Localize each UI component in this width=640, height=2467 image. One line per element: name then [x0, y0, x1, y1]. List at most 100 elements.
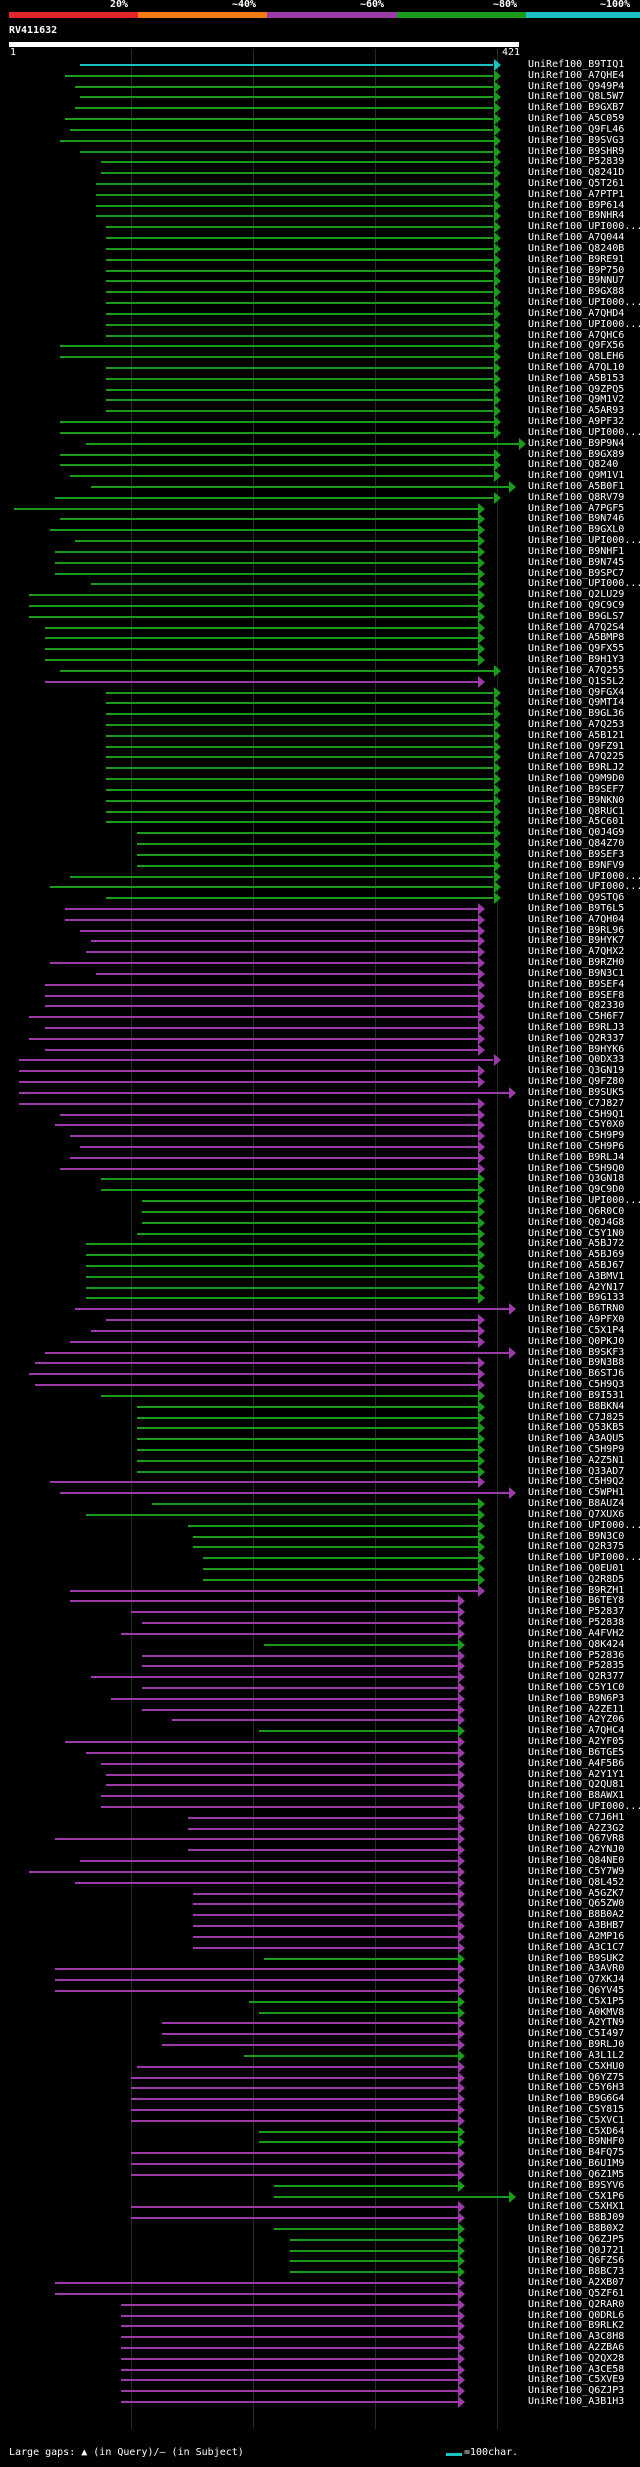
hit-label[interactable]: UniRef100_Q3GN18: [528, 1173, 625, 1184]
hit-label[interactable]: UniRef100_Q6YV45: [528, 1985, 625, 1996]
hit-label[interactable]: UniRef100_B9RE91: [528, 254, 625, 265]
hit-label[interactable]: UniRef100_B9GXL0: [528, 524, 625, 535]
hit-label[interactable]: UniRef100_A7QHC4: [528, 1725, 625, 1736]
hit-label[interactable]: UniRef100_Q8L5W7: [528, 91, 625, 102]
hit-label[interactable]: UniRef100_Q0J721: [528, 2245, 625, 2256]
hit-label[interactable]: UniRef100_UPI000...: [528, 297, 640, 308]
hit-label[interactable]: UniRef100_B9SEF4: [528, 979, 625, 990]
hit-label[interactable]: UniRef100_A0KMV8: [528, 2007, 625, 2018]
hit-label[interactable]: UniRef100_B9RZH1: [528, 1585, 625, 1596]
hit-label[interactable]: UniRef100_A5B153: [528, 373, 625, 384]
hit-label[interactable]: UniRef100_C5H9P9: [528, 1130, 625, 1141]
hit-label[interactable]: UniRef100_Q8241D: [528, 167, 625, 178]
hit-label[interactable]: UniRef100_UPI000...: [528, 221, 640, 232]
hit-label[interactable]: UniRef100_A2Y1Y1: [528, 1769, 625, 1780]
hit-label[interactable]: UniRef100_A7QHE4: [528, 70, 625, 81]
hit-label[interactable]: UniRef100_C5Y1N0: [528, 1228, 625, 1239]
hit-label[interactable]: UniRef100_A5BJ72: [528, 1238, 625, 1249]
hit-label[interactable]: UniRef100_P52838: [528, 1617, 625, 1628]
hit-label[interactable]: UniRef100_B6STJ6: [528, 1368, 625, 1379]
hit-label[interactable]: UniRef100_A3CE58: [528, 2364, 625, 2375]
hit-label[interactable]: UniRef100_UPI000...: [528, 535, 640, 546]
hit-label[interactable]: UniRef100_Q2R337: [528, 1033, 625, 1044]
hit-label[interactable]: UniRef100_C5H9Q1: [528, 1109, 625, 1120]
hit-label[interactable]: UniRef100_A9PF32: [528, 416, 625, 427]
hit-label[interactable]: UniRef100_B9N3C0: [528, 1531, 625, 1542]
hit-label[interactable]: UniRef100_Q6Z1M5: [528, 2169, 625, 2180]
hit-label[interactable]: UniRef100_C7J6H1: [528, 1812, 625, 1823]
hit-label[interactable]: UniRef100_Q949P4: [528, 81, 625, 92]
hit-label[interactable]: UniRef100_A2YTN9: [528, 2017, 625, 2028]
hit-label[interactable]: UniRef100_B6TGE5: [528, 1747, 625, 1758]
hit-label[interactable]: UniRef100_C5XVE9: [528, 2374, 625, 2385]
hit-label[interactable]: UniRef100_B8AUZ4: [528, 1498, 625, 1509]
hit-label[interactable]: UniRef100_B9RLJ0: [528, 2039, 625, 2050]
hit-label[interactable]: UniRef100_Q8L452: [528, 1877, 625, 1888]
hit-label[interactable]: UniRef100_Q9STQ6: [528, 892, 625, 903]
hit-label[interactable]: UniRef100_UPI000...: [528, 1552, 640, 1563]
hit-label[interactable]: UniRef100_A7Q253: [528, 719, 625, 730]
hit-label[interactable]: UniRef100_B9RLJ3: [528, 1022, 625, 1033]
hit-label[interactable]: UniRef100_B9H1Y3: [528, 654, 625, 665]
hit-label[interactable]: UniRef100_A7Q2S4: [528, 622, 625, 633]
hit-label[interactable]: UniRef100_C5I497: [528, 2028, 625, 2039]
hit-label[interactable]: UniRef100_Q0DRL6: [528, 2310, 625, 2321]
hit-label[interactable]: UniRef100_Q9M1V2: [528, 394, 625, 405]
hit-label[interactable]: UniRef100_C5Y1C0: [528, 1682, 625, 1693]
hit-label[interactable]: UniRef100_Q7XUX6: [528, 1509, 625, 1520]
hit-label[interactable]: UniRef100_A3AQU5: [528, 1433, 625, 1444]
hit-label[interactable]: UniRef100_C5X1P4: [528, 1325, 625, 1336]
hit-label[interactable]: UniRef100_B9N6P3: [528, 1693, 625, 1704]
hit-label[interactable]: UniRef100_Q9C9C9: [528, 600, 625, 611]
hit-label[interactable]: UniRef100_Q2R375: [528, 1541, 625, 1552]
hit-label[interactable]: UniRef100_A3C1C7: [528, 1942, 625, 1953]
hit-label[interactable]: UniRef100_B9RLJ4: [528, 1152, 625, 1163]
hit-label[interactable]: UniRef100_Q84Z70: [528, 838, 625, 849]
hit-label[interactable]: UniRef100_A7QHD4: [528, 308, 625, 319]
hit-label[interactable]: UniRef100_B4FQ75: [528, 2147, 625, 2158]
hit-label[interactable]: UniRef100_Q8RUC1: [528, 806, 625, 817]
hit-label[interactable]: UniRef100_A7PTP1: [528, 189, 625, 200]
hit-label[interactable]: UniRef100_A7Q044: [528, 232, 625, 243]
hit-label[interactable]: UniRef100_A3BHB7: [528, 1920, 625, 1931]
hit-label[interactable]: UniRef100_C5H9Q0: [528, 1163, 625, 1174]
hit-label[interactable]: UniRef100_B9SUK2: [528, 1953, 625, 1964]
hit-label[interactable]: UniRef100_Q9FZ80: [528, 1076, 625, 1087]
hit-label[interactable]: UniRef100_A3BMV1: [528, 1271, 625, 1282]
hit-label[interactable]: UniRef100_A7QHX2: [528, 946, 625, 957]
hit-label[interactable]: UniRef100_Q3GN19: [528, 1065, 625, 1076]
hit-label[interactable]: UniRef100_UPI000...: [528, 1801, 640, 1812]
hit-label[interactable]: UniRef100_B9SEF8: [528, 990, 625, 1001]
hit-label[interactable]: UniRef100_A2Z3G2: [528, 1823, 625, 1834]
hit-label[interactable]: UniRef100_Q1S5L2: [528, 676, 625, 687]
hit-label[interactable]: UniRef100_A3B1H3: [528, 2396, 625, 2407]
hit-label[interactable]: UniRef100_B9TIQ1: [528, 59, 625, 70]
hit-label[interactable]: UniRef100_UPI000...: [528, 881, 640, 892]
hit-label[interactable]: UniRef100_A2ZE11: [528, 1704, 625, 1715]
hit-label[interactable]: UniRef100_B9NHF0: [528, 2136, 625, 2147]
hit-label[interactable]: UniRef100_Q9FGX4: [528, 687, 625, 698]
hit-label[interactable]: UniRef100_B9SHR9: [528, 146, 625, 157]
hit-label[interactable]: UniRef100_B9NHR4: [528, 210, 625, 221]
hit-label[interactable]: UniRef100_B6TEY8: [528, 1595, 625, 1606]
hit-label[interactable]: UniRef100_Q7XKJ4: [528, 1974, 625, 1985]
hit-label[interactable]: UniRef100_B9SEF3: [528, 849, 625, 860]
hit-label[interactable]: UniRef100_B9P9N4: [528, 438, 625, 449]
hit-label[interactable]: UniRef100_B8BKN4: [528, 1401, 625, 1412]
hit-label[interactable]: UniRef100_B9HYK7: [528, 935, 625, 946]
hit-label[interactable]: UniRef100_A7QHC6: [528, 330, 625, 341]
hit-label[interactable]: UniRef100_B9NHF1: [528, 546, 625, 557]
hit-label[interactable]: UniRef100_A7PGF5: [528, 503, 625, 514]
hit-label[interactable]: UniRef100_A3AVR0: [528, 1963, 625, 1974]
hit-label[interactable]: UniRef100_A3C8H8: [528, 2331, 625, 2342]
hit-label[interactable]: UniRef100_B9GX89: [528, 449, 625, 460]
hit-label[interactable]: UniRef100_C5Y0X0: [528, 1119, 625, 1130]
hit-label[interactable]: UniRef100_A5B0F1: [528, 481, 625, 492]
hit-label[interactable]: UniRef100_Q9M1V1: [528, 470, 625, 481]
hit-label[interactable]: UniRef100_A5GZK7: [528, 1888, 625, 1899]
hit-label[interactable]: UniRef100_Q67VR8: [528, 1833, 625, 1844]
hit-label[interactable]: UniRef100_B9SEF7: [528, 784, 625, 795]
hit-label[interactable]: UniRef100_B9G6G4: [528, 2093, 625, 2104]
hit-label[interactable]: UniRef100_C5H9Q3: [528, 1379, 625, 1390]
hit-label[interactable]: UniRef100_B9RLK2: [528, 2320, 625, 2331]
